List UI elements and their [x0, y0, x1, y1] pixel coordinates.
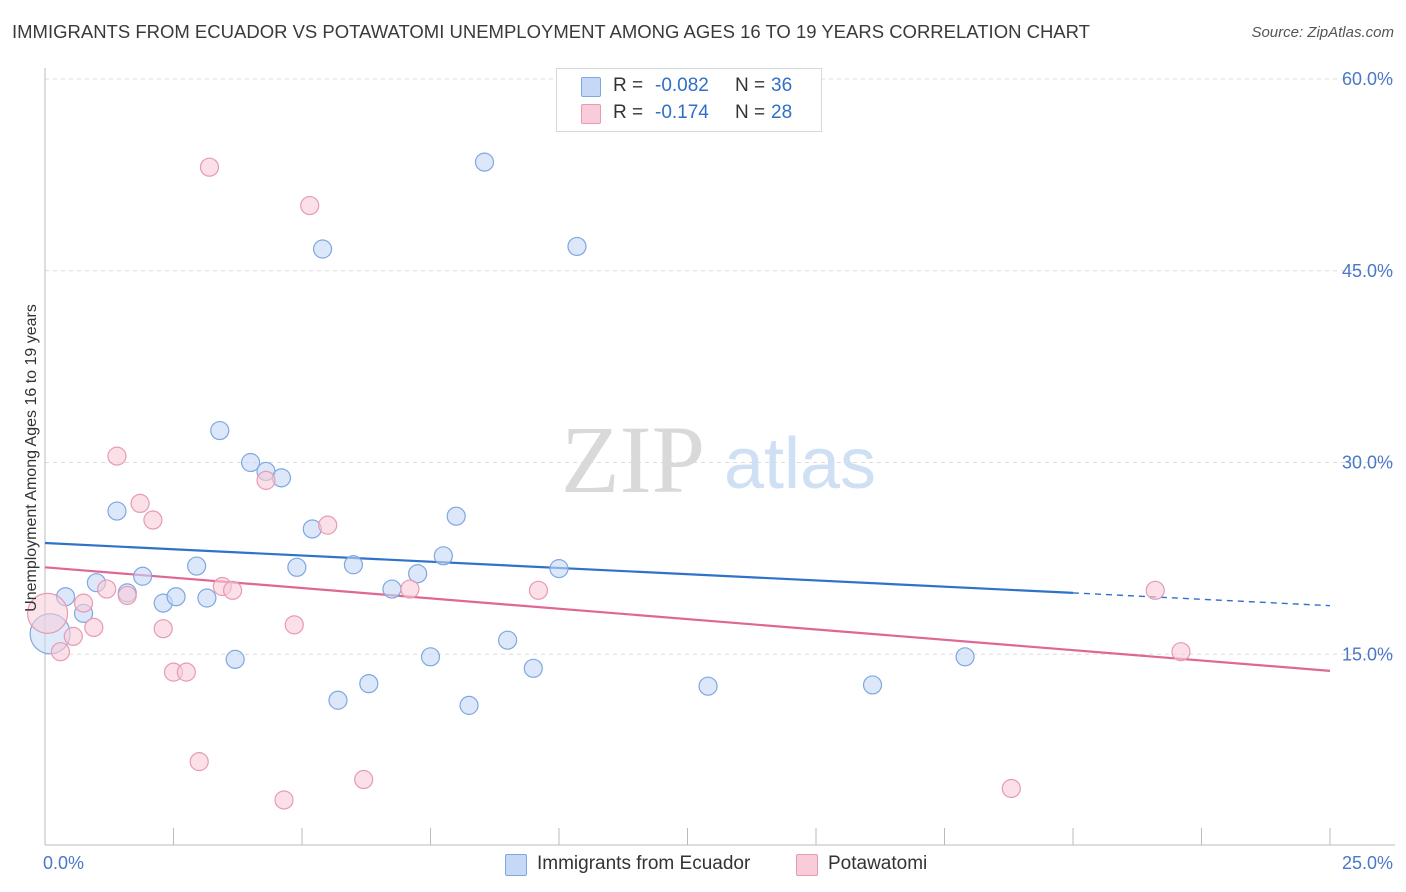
point-ecuador — [408, 564, 428, 584]
point-potawatomi — [130, 493, 150, 514]
pink-swatch-icon — [581, 104, 601, 124]
n-label: N = — [735, 75, 766, 96]
point-ecuador — [287, 557, 307, 577]
point-ecuador — [210, 420, 230, 441]
point-potawatomi — [284, 615, 304, 635]
point-ecuador — [328, 690, 348, 710]
blue-swatch-icon — [505, 854, 527, 876]
point-ecuador — [523, 658, 543, 678]
point-ecuador — [312, 239, 333, 259]
point-potawatomi — [199, 157, 220, 177]
point-potawatomi — [63, 626, 83, 646]
point-potawatomi — [274, 790, 294, 810]
y-axis-title: Unemployment Among Ages 16 to 19 years — [23, 304, 40, 612]
trend-line-ecuador-extension — [1072, 592, 1331, 607]
stats-box: R = -0.082 N = 36 R = -0.174 N = 28 — [556, 68, 822, 132]
n-value: 36 — [771, 75, 793, 96]
point-ecuador — [549, 559, 569, 579]
legend-label: Immigrants from Ecuador — [537, 853, 751, 874]
point-potawatomi — [528, 580, 549, 600]
point-ecuador — [225, 649, 245, 669]
axes — [44, 68, 1395, 846]
watermark: ZIP atlas — [561, 406, 876, 513]
point-ecuador — [955, 647, 975, 667]
trend-line-potawatomi — [44, 566, 1331, 672]
point-potawatomi — [153, 619, 173, 639]
point-potawatomi — [223, 580, 243, 600]
point-ecuador — [420, 647, 441, 667]
x-tick-label: 0.0% — [43, 853, 84, 873]
point-ecuador — [107, 501, 127, 521]
point-ecuador — [446, 506, 466, 526]
point-potawatomi — [117, 585, 137, 606]
point-potawatomi — [256, 470, 276, 490]
point-ecuador — [433, 546, 453, 566]
point-potawatomi — [143, 510, 163, 530]
point-potawatomi — [97, 579, 117, 599]
legend-label: Potawatomi — [828, 853, 928, 874]
point-potawatomi — [189, 752, 209, 772]
point-ecuador — [187, 556, 207, 576]
point-potawatomi — [1001, 778, 1021, 799]
watermark-zip: ZIP — [561, 406, 705, 513]
y-tick-labels: 15.0% 30.0% 45.0% 60.0% — [1342, 69, 1393, 664]
point-ecuador — [498, 630, 518, 650]
point-potawatomi — [400, 579, 420, 599]
point-ecuador — [698, 676, 718, 696]
r-label: R = — [613, 102, 644, 123]
point-ecuador — [359, 674, 379, 694]
x-tick-label: 25.0% — [1342, 853, 1393, 873]
n-label: N = — [735, 102, 766, 123]
watermark-atlas: atlas — [724, 424, 876, 504]
r-label: R = — [613, 75, 644, 96]
n-value: 28 — [771, 102, 793, 123]
r-value: -0.174 — [655, 102, 709, 123]
r-value: -0.082 — [655, 75, 709, 96]
point-ecuador — [474, 152, 495, 172]
point-ecuador — [166, 587, 186, 607]
y-tick-label: 30.0% — [1342, 453, 1393, 473]
point-potawatomi — [1171, 642, 1191, 662]
data-points — [26, 152, 1191, 810]
y-tick-label: 60.0% — [1342, 69, 1393, 89]
y-tick-label: 15.0% — [1342, 644, 1393, 664]
point-ecuador — [197, 588, 217, 608]
legend: Immigrants from Ecuador Potawatomi — [0, 852, 1406, 878]
point-potawatomi — [84, 617, 104, 638]
point-potawatomi — [318, 515, 338, 535]
point-potawatomi — [73, 593, 94, 613]
point-potawatomi — [26, 592, 69, 634]
point-potawatomi — [107, 446, 127, 466]
point-potawatomi — [354, 769, 374, 790]
blue-swatch-icon — [581, 77, 601, 97]
point-potawatomi — [300, 195, 320, 216]
gridlines — [45, 78, 1395, 655]
point-ecuador — [343, 555, 363, 575]
point-ecuador — [133, 566, 153, 586]
pink-swatch-icon — [796, 854, 818, 876]
point-ecuador — [241, 452, 261, 473]
point-potawatomi — [1145, 580, 1165, 600]
point-ecuador — [862, 675, 883, 695]
source-credit: Source: ZipAtlas.com — [1251, 24, 1394, 41]
point-potawatomi — [176, 662, 196, 682]
y-tick-label: 45.0% — [1342, 261, 1393, 281]
point-ecuador — [382, 579, 402, 599]
point-ecuador — [567, 236, 587, 257]
point-potawatomi — [50, 642, 71, 662]
point-ecuador — [459, 695, 479, 715]
x-tick-labels: 0.0% 25.0% — [43, 853, 1393, 873]
chart-title: IMMIGRANTS FROM ECUADOR VS POTAWATOMI UN… — [12, 21, 1090, 42]
